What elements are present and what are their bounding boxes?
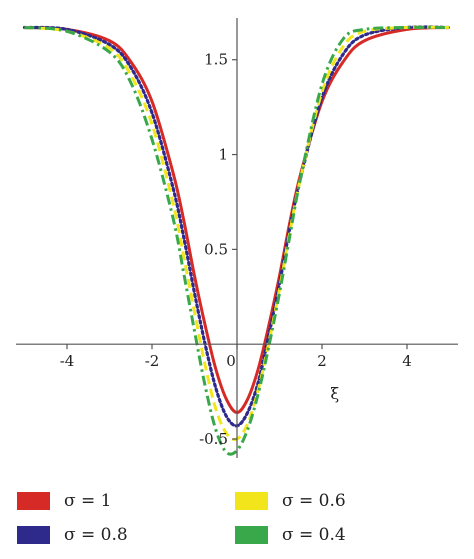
legend-swatch-sigma-1	[17, 492, 50, 510]
ticks-layer: -4 -2 0 2 4 -0.5 0.5 1 1.5	[60, 51, 412, 448]
legend-label-sigma-0-8: σ = 0.8	[64, 525, 128, 545]
x-tick-label: 2	[317, 352, 327, 370]
legend-label-sigma-0-4: σ = 0.4	[282, 525, 346, 545]
legend-item-sigma-0-4: σ = 0.4	[235, 520, 346, 550]
legend-item-sigma-0-6: σ = 0.6	[235, 486, 346, 516]
line-chart: -4 -2 0 2 4 -0.5 0.5 1 1.5 ξ	[16, 18, 458, 458]
legend-swatch-sigma-0-4	[235, 526, 268, 544]
x-tick-label: 4	[402, 352, 412, 370]
y-tick-label: 1	[218, 146, 228, 164]
x-axis-label: ξ	[330, 384, 339, 403]
legend-swatch-sigma-0-6	[235, 492, 268, 510]
y-tick-label: -0.5	[199, 430, 228, 448]
legend-item-sigma-0-8: σ = 0.8	[17, 520, 128, 550]
y-tick-label: 0.5	[204, 240, 228, 258]
x-tick-label: -2	[145, 352, 160, 370]
x-tick-label: 0	[226, 352, 236, 370]
legend-swatch-sigma-0-8	[17, 526, 50, 544]
legend-label-sigma-0-6: σ = 0.6	[282, 491, 346, 511]
y-tick-label: 1.5	[204, 51, 228, 69]
x-tick-label: -4	[60, 352, 75, 370]
axes-layer	[16, 18, 458, 458]
legend-label-sigma-1: σ = 1	[64, 491, 112, 511]
legend: σ = 1 σ = 0.8 σ = 0.6 σ = 0.4	[0, 478, 474, 559]
legend-item-sigma-1: σ = 1	[17, 486, 111, 516]
